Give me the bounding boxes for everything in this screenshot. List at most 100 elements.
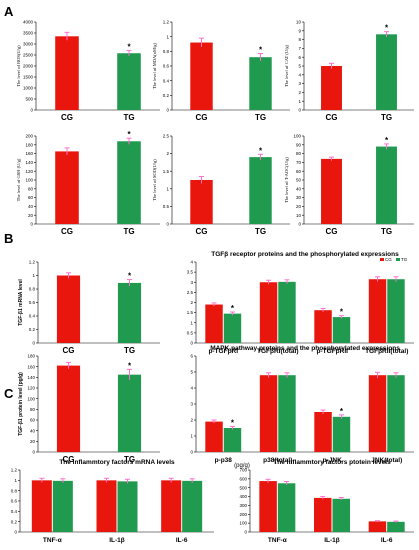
- chart-a5: 0 0.5 1 1.5 2 2.5 The level of SOD(U/g) * CG TG: [152, 134, 290, 236]
- y-tick-label: 80: [296, 151, 302, 156]
- y-tick-label: 0: [298, 108, 301, 113]
- data-bar: [259, 481, 277, 532]
- y-tick-label: 5: [298, 64, 301, 69]
- x-category-label: TG: [255, 113, 266, 122]
- chart-a4: 0 20 40 60 80 100 120 140 160 180 200 The level of …: [16, 130, 160, 236]
- y-tick-label: 1: [166, 34, 169, 39]
- x-category-label: p-TGFβRI: [208, 348, 238, 355]
- x-category-label: CG: [326, 113, 338, 122]
- y-tick-label: 10: [296, 213, 302, 218]
- significance-marker: *: [127, 43, 131, 52]
- data-bar: [278, 281, 296, 343]
- chart-a1: 0 500 1000 1500 2000 2500 3000 3500 4000 The leve…: [16, 20, 160, 122]
- y-tick-label: 1.2: [29, 260, 36, 265]
- x-category-label: IL-6: [176, 537, 188, 544]
- x-category-label: CG: [61, 113, 73, 122]
- y-tick-label: 4: [298, 72, 301, 77]
- y-tick-label: 160: [27, 364, 35, 369]
- data-bar: [55, 151, 79, 224]
- y-tick-label: 2: [298, 90, 301, 95]
- y-tick-label: 0.4: [29, 314, 36, 319]
- legend-swatch: [396, 258, 400, 261]
- legend-entry: TG: [401, 257, 408, 262]
- y-tick-label: 60: [30, 418, 36, 423]
- y-tick-label: 6: [298, 55, 301, 60]
- y-tick-label: 500: [25, 97, 33, 102]
- y-tick-label: 100: [27, 396, 35, 401]
- y-tick-label: 8: [298, 37, 301, 42]
- y-tick-label: 2000: [23, 64, 34, 69]
- data-bar: [55, 36, 79, 110]
- x-category-label: JNK(total): [371, 457, 402, 464]
- significance-marker: *: [128, 272, 132, 281]
- x-category-label: CG: [196, 113, 208, 122]
- x-category-label: IL-1β: [109, 537, 125, 544]
- y-tick-label: 7: [298, 46, 301, 51]
- data-bar: [387, 375, 405, 452]
- y-tick-label: 200: [239, 512, 247, 517]
- y-tick-label: 0: [32, 450, 35, 455]
- y-axis-label: The level of CAT (U/g): [284, 44, 289, 87]
- chart-c2: 0 100 200 300 400 500 600 700(pg/g) The inflammt…: [234, 459, 414, 544]
- y-tick-label: 3: [298, 81, 301, 86]
- data-bar: [249, 57, 272, 110]
- y-tick-label: 0: [32, 341, 35, 346]
- y-tick-label: 0: [166, 222, 169, 227]
- y-tick-label: 180: [27, 354, 35, 359]
- data-bar: [56, 275, 81, 343]
- data-bar: [117, 481, 138, 532]
- x-category-label: p-TGFβRII: [317, 348, 349, 355]
- y-tick-label: 1000: [23, 86, 34, 91]
- y-tick-label: 400: [239, 494, 247, 499]
- y-tick-label: 100: [25, 178, 33, 183]
- significance-marker: *: [259, 146, 263, 155]
- chart-b3: 0 20 40 60 80 100 120 140 160 180 TGF-β1 protein l…: [18, 354, 160, 464]
- x-category-label: TGFβRII(total): [365, 348, 408, 355]
- y-tick-label: 40: [296, 186, 302, 191]
- legend-entry: CG: [385, 257, 392, 262]
- y-tick-label: 2.5: [187, 290, 194, 295]
- y-tick-label: 0.6: [163, 64, 170, 69]
- y-tick-label: 1: [298, 99, 301, 104]
- y-tick-label: 4: [190, 260, 193, 265]
- data-bar: [332, 317, 351, 343]
- chart-a3: 0 1 2 3 4 5 6 7 8 9 10 The level of CAT (U/g) * CG TG: [284, 20, 414, 122]
- data-bar: [117, 141, 141, 224]
- chart-title: The inflammtory factors mRNA levels: [59, 459, 175, 466]
- y-tick-label: 0: [298, 222, 301, 227]
- data-bar: [223, 313, 242, 343]
- data-bar: [368, 521, 387, 532]
- y-tick-label: 90: [296, 142, 302, 147]
- chart-a6: 0 10 20 30 40 50 60 70 80 90 100 The level of T-AOC…: [284, 134, 414, 236]
- x-category-label: p-p38: [215, 457, 233, 464]
- data-bar: [387, 521, 405, 532]
- y-tick-label: 1: [166, 186, 169, 191]
- x-category-label: TNF-α: [43, 537, 62, 544]
- x-category-label: CG: [326, 227, 338, 236]
- y-tick-label: 700: [239, 468, 247, 473]
- y-tick-label: 3: [190, 402, 193, 407]
- data-bar: [259, 282, 278, 343]
- y-tick-label: 80: [30, 407, 36, 412]
- x-category-label: CG: [61, 227, 73, 236]
- y-tick-label: 0: [30, 222, 33, 227]
- y-tick-label: 1.2: [163, 20, 170, 25]
- unit-label: (pg/g): [234, 463, 250, 469]
- y-tick-label: 60: [28, 195, 34, 200]
- y-tick-label: 0: [244, 530, 247, 535]
- data-bar: [314, 497, 332, 532]
- data-bar: [321, 158, 342, 224]
- data-bar: [96, 480, 117, 532]
- y-tick-label: 0.5: [187, 330, 194, 335]
- y-tick-label: 2.5: [163, 134, 170, 139]
- y-tick-label: 300: [239, 503, 247, 508]
- data-bar: [205, 304, 223, 343]
- data-bar: [182, 480, 203, 532]
- x-category-label: TG: [255, 227, 266, 236]
- data-bar: [117, 282, 142, 343]
- y-tick-label: 1: [190, 434, 193, 439]
- data-bar: [368, 279, 387, 343]
- chart-a2: 0 0.2 0.4 0.6 0.8 1 1.2 The level of MDA(nM/g) *…: [152, 20, 290, 122]
